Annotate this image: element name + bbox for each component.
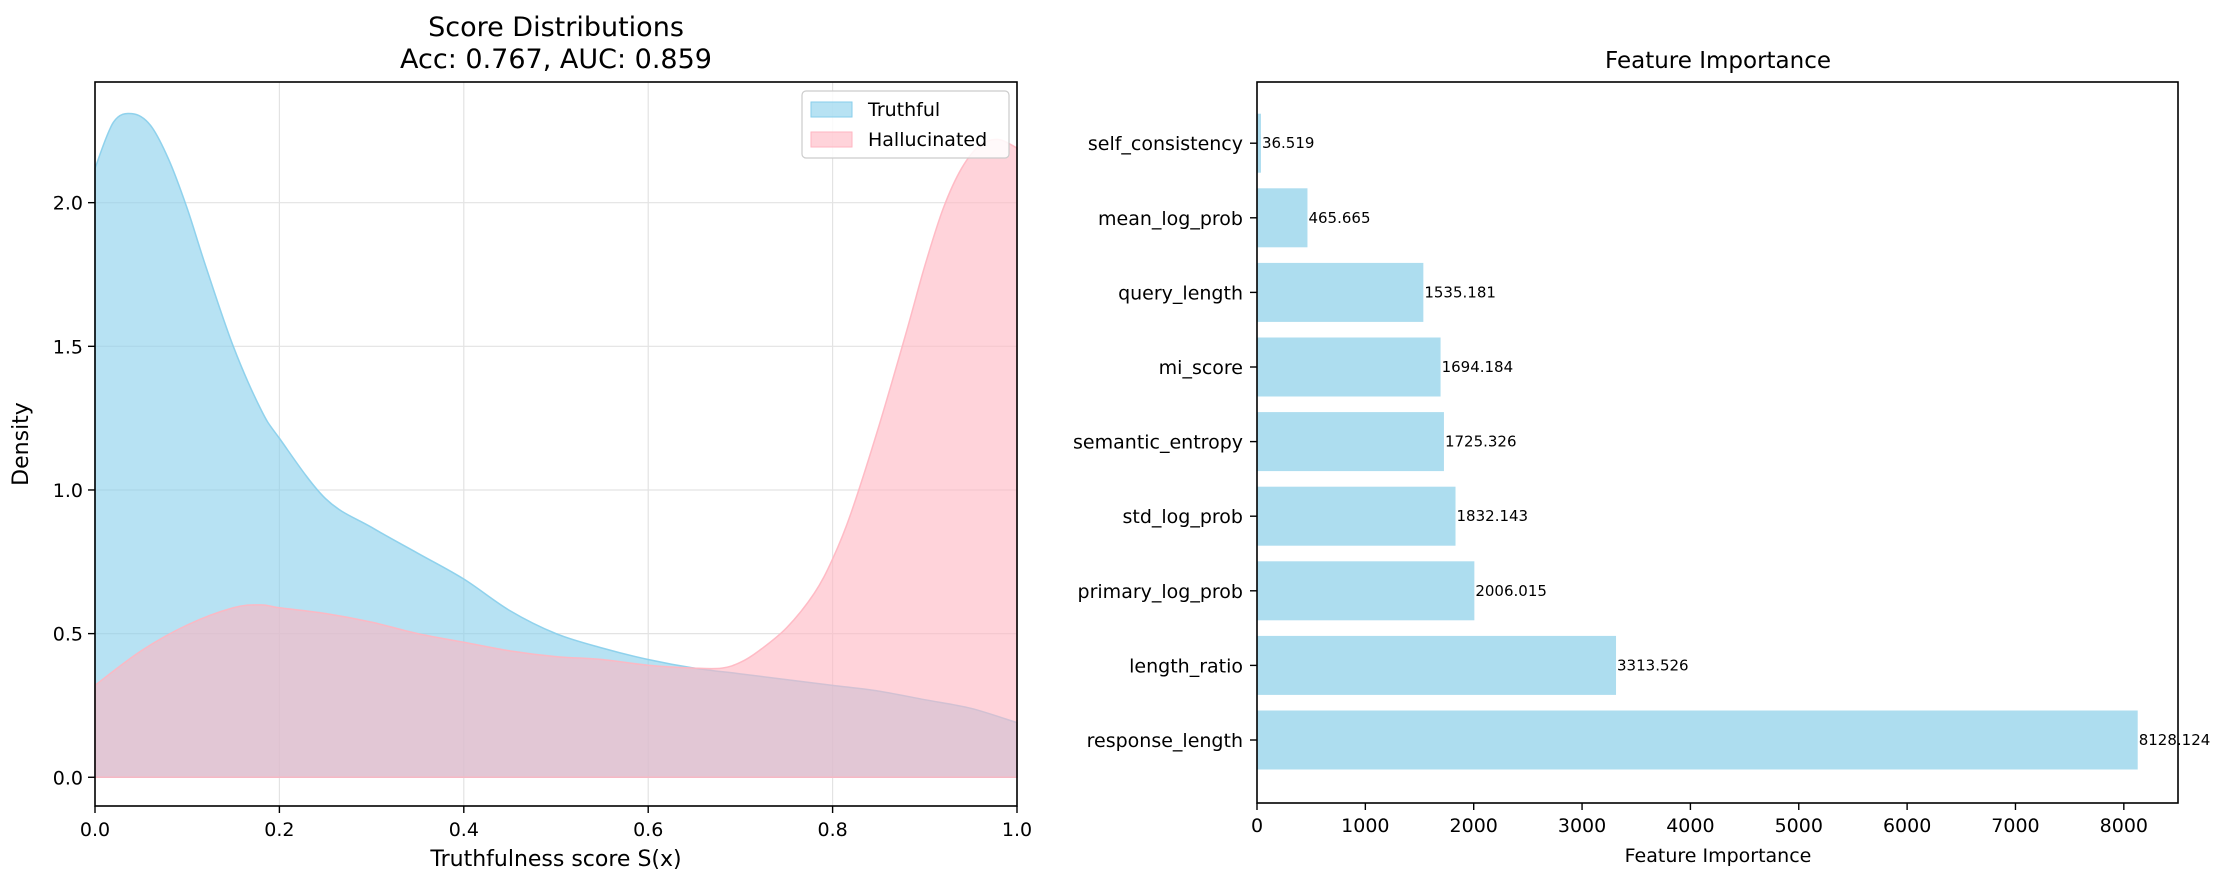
- category-label: length_ratio: [1129, 655, 1243, 677]
- x-tick-label: 4000: [1666, 815, 1714, 837]
- x-tick-label: 8000: [2100, 815, 2148, 837]
- y-tick-label: 0.0: [53, 767, 83, 789]
- bar-value-label: 3313.526: [1617, 656, 1689, 674]
- x-tick-label: 3000: [1558, 815, 1606, 837]
- chart-subtitle: Acc: 0.767, AUC: 0.859: [400, 44, 712, 75]
- y-tick-label: 2.0: [53, 193, 83, 215]
- legend: Truthful Hallucinated: [801, 90, 1010, 159]
- x-tick-label: 0.8: [817, 819, 847, 841]
- plot-frame: [1256, 81, 2179, 804]
- feature-importance-chart: Feature Importance 8128.124 3313.526 2006.…: [1073, 48, 2210, 867]
- x-axis-label: Feature Importance: [1625, 845, 1812, 867]
- x-axis-ticks: 0 1000 2000 3000 4000 5000 6000 7000 8000: [1251, 803, 2148, 837]
- x-tick-label: 5000: [1775, 815, 1823, 837]
- y-tick-label: 1.5: [53, 336, 83, 358]
- bar-self-consistency: [1257, 113, 1261, 173]
- category-label: primary_log_prob: [1078, 581, 1243, 603]
- bar-mean-log-prob: [1257, 188, 1308, 248]
- category-labels: response_length length_ratio primary_log_p…: [1073, 133, 1257, 752]
- bar-mi-score: [1257, 337, 1441, 397]
- bar-value-label: 8128.124: [2139, 731, 2211, 749]
- x-axis-label: Truthfulness score S(x): [429, 847, 681, 872]
- y-axis-label: Density: [9, 402, 34, 486]
- bar-response-length: [1257, 710, 2138, 770]
- bar-value-label: 36.519: [1262, 134, 1315, 152]
- category-label: self_consistency: [1088, 133, 1243, 155]
- density-area-hallucinated: [94, 138, 1018, 779]
- bar-value-label: 1694.184: [1442, 358, 1514, 376]
- x-tick-label: 0.6: [633, 819, 663, 841]
- category-label: semantic_entropy: [1073, 432, 1243, 454]
- y-tick-label: 0.5: [53, 624, 83, 646]
- category-label: mean_log_prob: [1098, 208, 1243, 230]
- category-label: mi_score: [1159, 357, 1243, 379]
- x-tick-label: 7000: [1991, 815, 2039, 837]
- legend-swatch-hallucinated: [810, 131, 853, 148]
- category-label: std_log_prob: [1122, 506, 1243, 528]
- y-axis-ticks: 0.0 0.5 1.0 1.5 2.0: [53, 193, 95, 789]
- x-tick-label: 1000: [1341, 815, 1389, 837]
- x-tick-label: 0.4: [449, 819, 479, 841]
- bar-semantic-entropy: [1257, 412, 1444, 472]
- bar-value-label: 465.665: [1308, 209, 1370, 227]
- x-tick-label: 6000: [1883, 815, 1931, 837]
- chart-title: Feature Importance: [1605, 48, 1831, 74]
- bar-std-log-prob: [1257, 486, 1456, 546]
- y-tick-label: 1.0: [53, 480, 83, 502]
- chart-title: Score Distributions: [428, 12, 684, 43]
- legend-label-hallucinated: Hallucinated: [868, 129, 987, 151]
- legend-box: [801, 90, 1010, 159]
- score-distribution-chart: Score Distributions Acc: 0.767, AUC: 0.8…: [9, 12, 1032, 872]
- category-label: query_length: [1118, 282, 1243, 304]
- x-axis-ticks: 0.0 0.2 0.4 0.6 0.8 1.0: [80, 806, 1032, 841]
- bars: 8128.124 3313.526 2006.015 1832.143 1725.326…: [1257, 113, 2211, 770]
- bar-value-label: 2006.015: [1475, 582, 1547, 600]
- bar-query-length: [1257, 262, 1424, 322]
- legend-swatch-truthful: [810, 101, 853, 118]
- x-tick-label: 0.2: [264, 819, 294, 841]
- plot-frame: [94, 81, 1018, 807]
- bar-length-ratio: [1257, 635, 1617, 695]
- x-tick-label: 0.0: [80, 819, 110, 841]
- bar-value-label: 1725.326: [1445, 433, 1517, 451]
- bar-value-label: 1832.143: [1457, 507, 1529, 525]
- bar-value-label: 1535.181: [1424, 283, 1496, 301]
- x-tick-label: 1.0: [1002, 819, 1032, 841]
- legend-label-truthful: Truthful: [867, 99, 940, 121]
- x-tick-label: 2000: [1450, 815, 1498, 837]
- x-tick-label: 0: [1251, 815, 1263, 837]
- bar-primary-log-prob: [1257, 561, 1475, 621]
- density-areas: [94, 112, 1018, 779]
- category-label: response_length: [1087, 730, 1243, 752]
